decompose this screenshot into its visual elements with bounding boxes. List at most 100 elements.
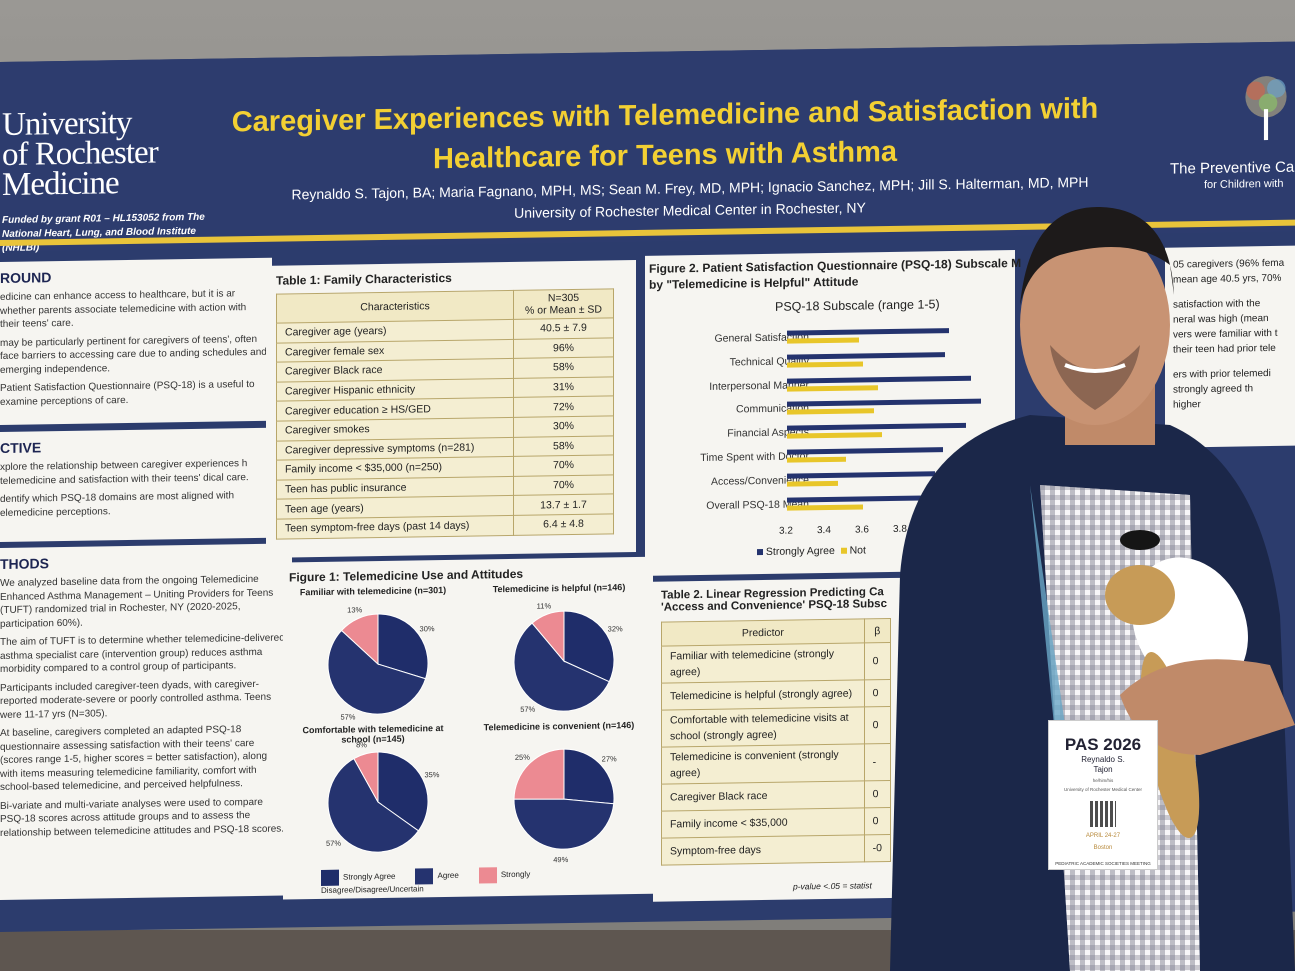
pie-slice <box>513 798 615 850</box>
table2-footnote: p-value <.05 = statist <box>793 880 872 892</box>
objective-heading: CTIVE <box>0 439 42 456</box>
table-cell: 31% <box>513 376 614 398</box>
pie-slice <box>513 622 610 712</box>
family-characteristics-table: Characteristics N=305% or Mean ± SD Care… <box>276 288 614 539</box>
table-cell: 96% <box>513 337 614 359</box>
methods-bullet: Participants included caregiver-teen dya… <box>0 678 272 721</box>
pie-slice <box>353 751 379 803</box>
table-cell: 40.5 ± 7.9 <box>513 317 614 340</box>
poster-header: University of Rochester Medicine Funded … <box>0 41 1295 254</box>
figure1-title: Figure 1: Telemedicine Use and Attitudes <box>289 566 524 585</box>
pie-slice <box>563 610 615 683</box>
pie-title: Telemedicine is convenient (n=146) <box>483 720 635 733</box>
pie-slice <box>377 613 429 680</box>
background-panel: ROUND edicine can enhance access to heal… <box>0 257 272 425</box>
qr-code-icon <box>1090 801 1116 827</box>
methods-heading: THODS <box>0 555 49 572</box>
pie-slice <box>327 629 427 715</box>
axis-tick-label: 3.6 <box>855 524 869 536</box>
legend-label: Strongly Agree <box>343 871 396 882</box>
pie-slice <box>513 748 565 800</box>
column-header: Predictor <box>661 618 865 647</box>
objective-bullet: xplore the relationship between caregive… <box>0 458 249 487</box>
legend-swatch <box>840 547 847 554</box>
objective-panel: CTIVE xplore the relationship between ca… <box>0 427 272 542</box>
badge-last-name: Tajon <box>1093 765 1113 774</box>
badge-city: Boston <box>1093 845 1113 851</box>
bar-not <box>787 337 860 344</box>
conference-badge: PAS 2026 Reynaldo S. Tajon he/him/his Un… <box>1048 720 1158 870</box>
pie-chart: Familiar with telemedicine (n=301) 30% 57%… <box>293 585 463 728</box>
table1-title: Table 1: Family Characteristics <box>276 270 452 288</box>
badge-dates: APRIL 24-27 <box>1085 833 1121 839</box>
bar-not <box>787 480 839 487</box>
legend-swatch <box>757 549 763 556</box>
table-row: Comfortable with telemedicine visits at … <box>661 706 891 748</box>
badge-first-name: Reynaldo S. <box>1081 755 1125 764</box>
partner-logo: The Preventive Ca for Children with <box>1170 158 1295 192</box>
table-cell: 58% <box>513 357 614 379</box>
pie-title: Telemedicine is helpful (n=146) <box>492 582 626 595</box>
table1-panel: Table 1: Family Characteristics Characte… <box>266 260 636 558</box>
table-row: Caregiver Black race 0 <box>661 780 891 812</box>
methods-bullet: Bi-variate and multi-variate analyses we… <box>0 796 285 839</box>
background-bullet: edicine can enhance access to healthcare… <box>0 288 247 330</box>
table-cell: Telemedicine is helpful (strongly agree) <box>661 679 865 711</box>
figure2-legend: Strongly Agree Not <box>757 544 866 558</box>
regression-table: Predictor β Familiar with telemedicine (… <box>661 618 891 866</box>
pie-slice <box>531 610 565 663</box>
table-row: Teen symptom-free days (past 14 days) 6.… <box>276 513 614 539</box>
table2-subtitle: 'Access and Convenience' PSQ-18 Subsc <box>661 598 887 614</box>
pie-slice <box>340 613 379 666</box>
table-cell: 13.7 ± 1.7 <box>513 494 614 516</box>
badge-pronouns: he/him/his <box>1092 778 1114 783</box>
bar-not <box>787 408 875 416</box>
methods-bullet: At baseline, caregivers completed an ada… <box>0 724 268 793</box>
table-cell: 6.4 ± 4.8 <box>513 513 614 535</box>
background-bullet: may be particularly pertinent for caregi… <box>0 333 267 376</box>
pie-chart: Telemedicine is helpful (n=146) 32% 57% 11% <box>479 582 649 725</box>
table-cell: Family income < $35,000 <box>661 807 865 839</box>
figure2-subtitle: by "Telemedicine is Helpful" Attitude <box>649 274 859 292</box>
axis-tick-label: 3.2 <box>779 525 793 537</box>
badge-org: University of Rochester Medical Center <box>1063 787 1143 792</box>
pie-slice <box>327 757 420 853</box>
background-bullet: Patient Satisfaction Questionnaire (PSQ-… <box>0 379 255 408</box>
table-row: Family income < $35,000 0 <box>661 807 891 839</box>
pie-title: Comfortable with telemedicine at school … <box>302 723 444 745</box>
table-cell: 70% <box>513 455 614 477</box>
table-cell: Symptom-free days <box>661 834 865 866</box>
methods-bullet: The aim of TUFT is to determine whether … <box>0 632 285 675</box>
table-header-row: Predictor β <box>661 618 891 647</box>
research-poster: University of Rochester Medicine Funded … <box>0 41 1295 933</box>
bar-not <box>787 384 879 392</box>
axis-tick-label: 3.4 <box>817 524 831 537</box>
pie-chart: Comfortable with telemedicine at school … <box>293 723 463 866</box>
table-cell: Caregiver Black race <box>661 780 865 812</box>
table-cell: Teen symptom-free days (past 14 days) <box>276 515 514 539</box>
table-cell: Familiar with telemedicine (strongly agr… <box>661 642 865 684</box>
figure1-panel: Figure 1: Telemedicine Use and Attitudes… <box>283 556 653 900</box>
table-cell: Comfortable with telemedicine visits at … <box>661 706 865 748</box>
table-cell: 30% <box>513 415 614 437</box>
table2-panel: Table 2. Linear Regression Predicting Ca… <box>653 577 903 902</box>
badge-meeting: PEDIATRIC ACADEMIC SOCIETIES MEETING <box>1055 861 1151 866</box>
bar-not <box>787 504 863 511</box>
methods-bullet: We analyzed baseline data from the ongoi… <box>0 573 274 630</box>
legend-swatch <box>478 867 497 884</box>
table-cell: 70% <box>513 474 614 496</box>
methods-panel: THODS We analyzed baseline data from the… <box>0 543 292 900</box>
table-cell: Telemedicine is convenient (strongly agr… <box>661 743 865 785</box>
legend-swatch <box>321 869 339 886</box>
bar-not <box>787 432 882 439</box>
pie-title: Familiar with telemedicine (n=301) <box>299 584 447 598</box>
badge-event: PAS 2026 <box>1064 735 1142 754</box>
table-row: Symptom-free days -0 <box>661 834 891 866</box>
objective-bullet: dentify which PSQ-18 domains are most al… <box>0 490 235 519</box>
poster-title: Caregiver Experiences with Telemedicine … <box>231 92 1099 176</box>
tree-icon <box>1245 76 1287 141</box>
column-header: Characteristics <box>276 290 514 324</box>
table-cell: 72% <box>513 396 614 418</box>
bar-not <box>787 361 863 368</box>
pie-slice <box>563 748 615 805</box>
